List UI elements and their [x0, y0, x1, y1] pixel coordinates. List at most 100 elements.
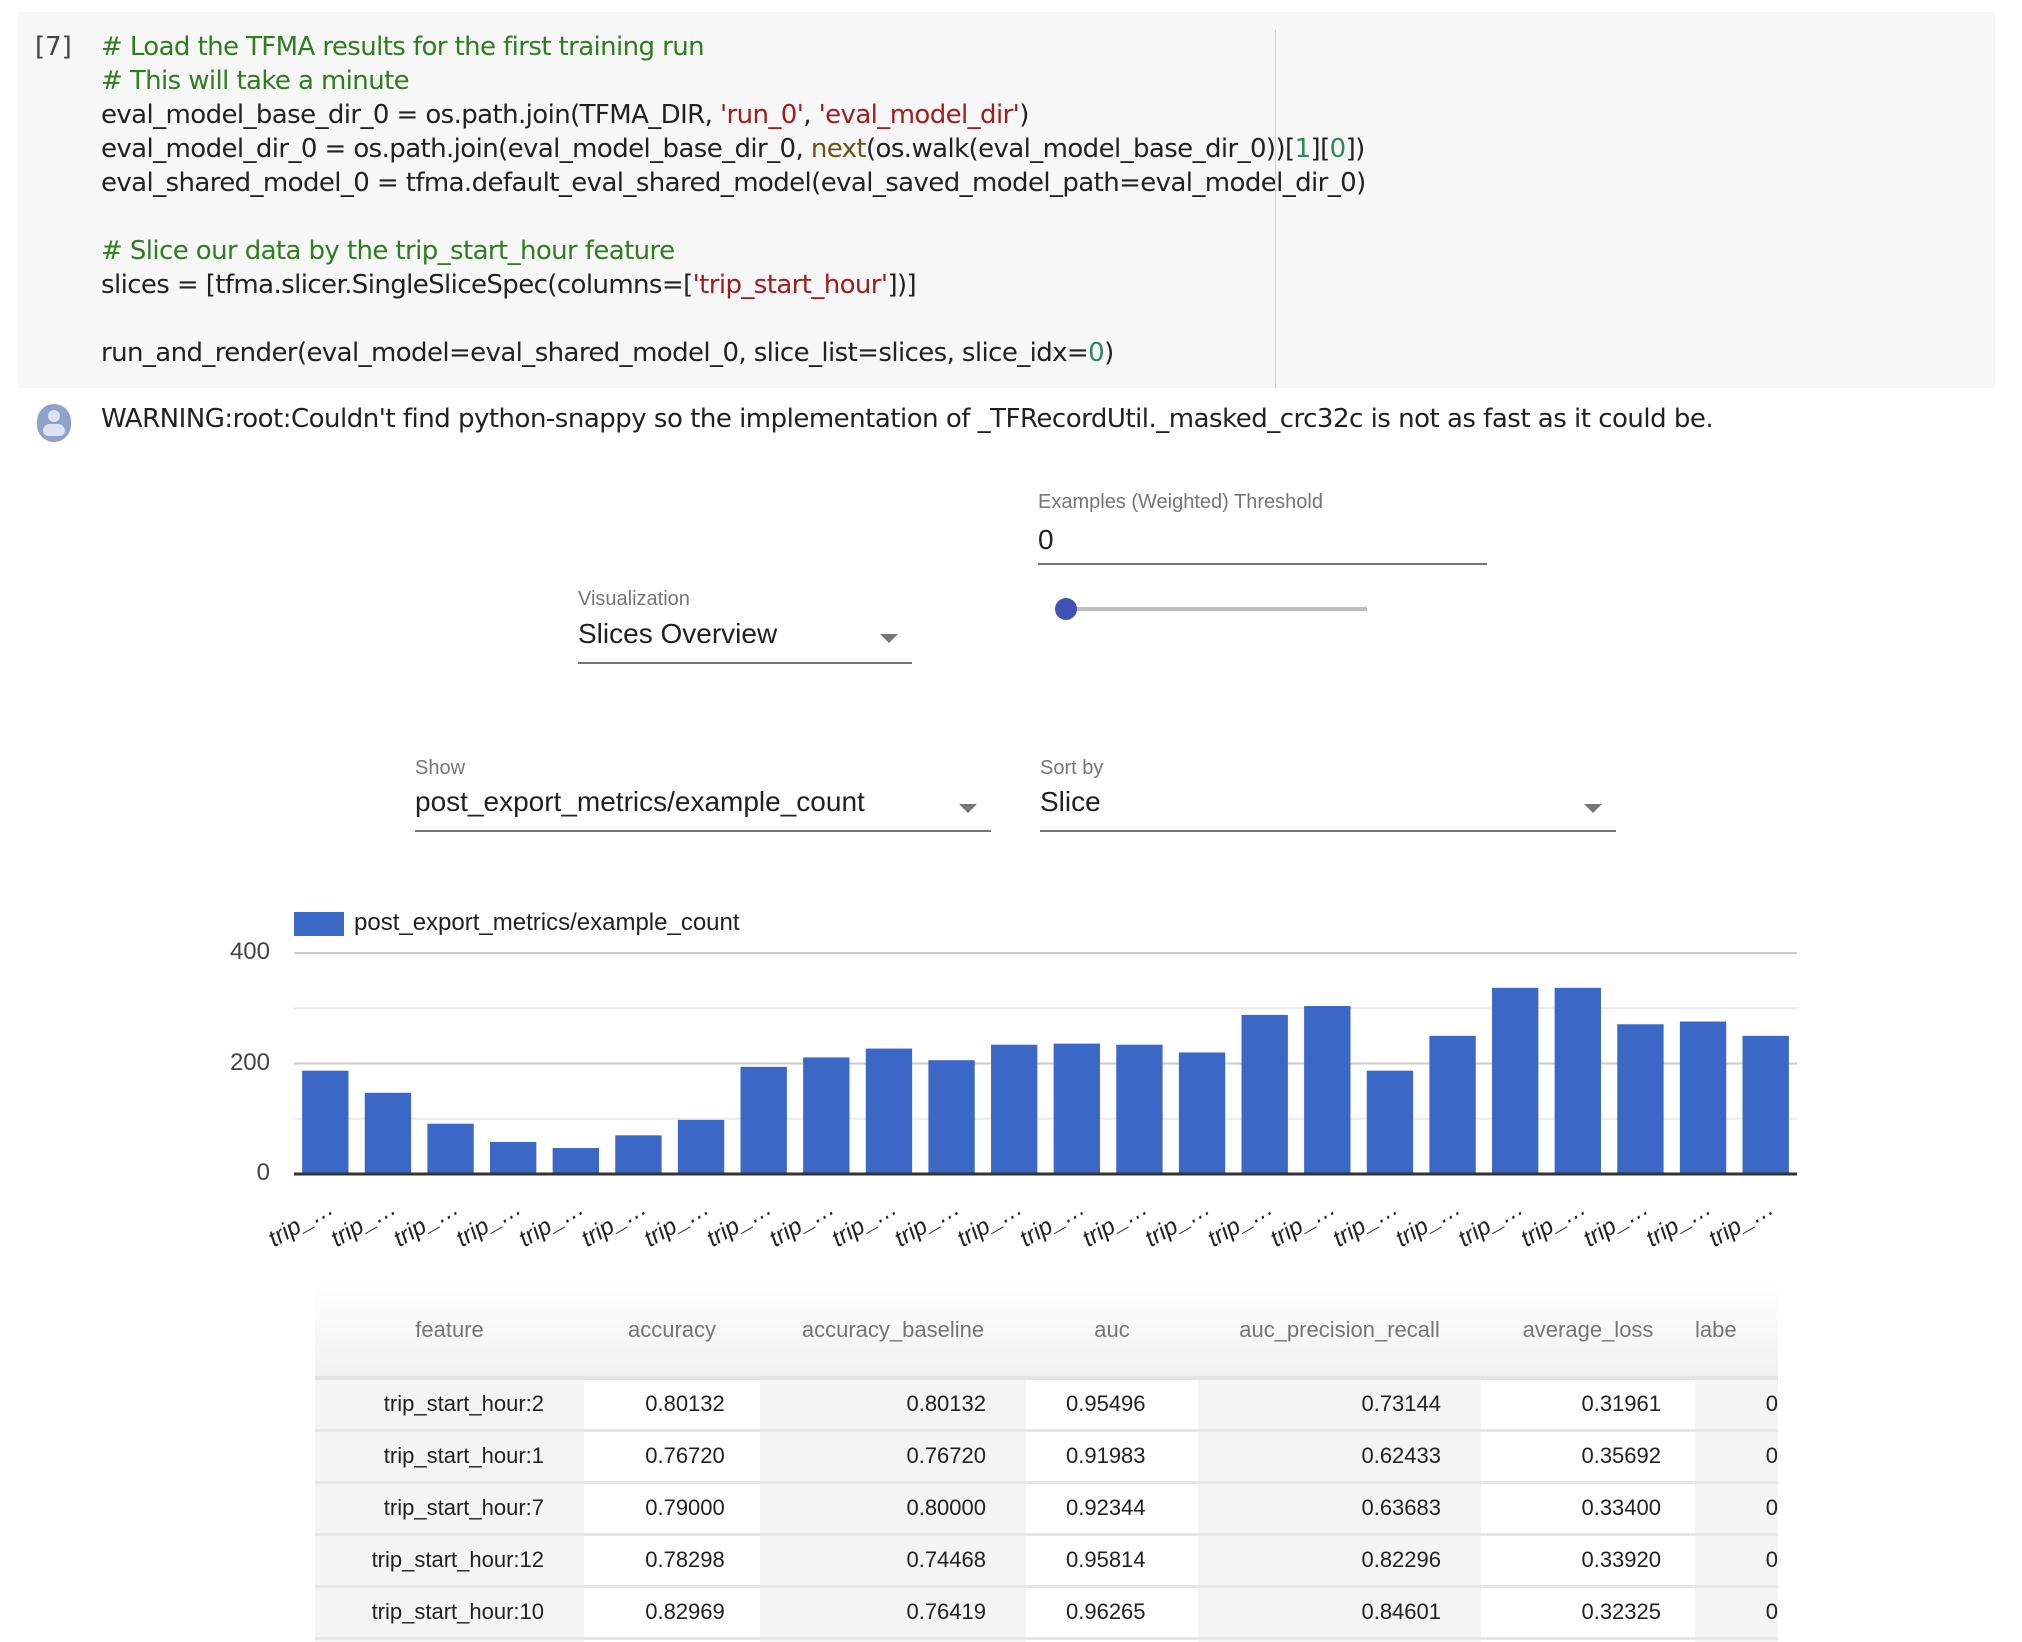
- column-header[interactable]: average_loss: [1481, 1283, 1695, 1380]
- x-tick-label: trip_…: [1516, 1194, 1591, 1253]
- visualization-value: Slices Overview: [578, 618, 778, 649]
- bar[interactable]: [615, 1135, 662, 1174]
- column-header[interactable]: accuracy_baseline: [760, 1283, 1026, 1380]
- x-tick-label: trip_…: [639, 1194, 714, 1253]
- x-tick-label: trip_…: [1015, 1194, 1090, 1253]
- show-select[interactable]: post_export_metrics/example_count: [415, 786, 991, 832]
- table-cell: trip_start_hour:1: [315, 1430, 584, 1484]
- table-cell: 0.95496: [1026, 1378, 1198, 1432]
- table-cell: 0: [1695, 1430, 1778, 1484]
- code-editor[interactable]: # Load the TFMA results for the first tr…: [101, 30, 1366, 370]
- x-tick-label: trip_…: [1140, 1194, 1215, 1253]
- bar[interactable]: [552, 1148, 599, 1174]
- table-cell: [1198, 1638, 1481, 1642]
- bar[interactable]: [1304, 1006, 1351, 1174]
- table-cell: 0.73144: [1198, 1378, 1481, 1432]
- x-tick-label: trip_…: [1453, 1194, 1528, 1253]
- table-row[interactable]: trip_start_hour:10 0.82969 0.76419 0.96265 0…: [315, 1586, 1778, 1640]
- bar[interactable]: [740, 1066, 787, 1174]
- bar[interactable]: [1241, 1014, 1288, 1174]
- bar[interactable]: [991, 1044, 1038, 1174]
- x-tick-label: trip_…: [765, 1194, 840, 1253]
- bar[interactable]: [1617, 1024, 1664, 1174]
- x-tick-label: trip_…: [1266, 1194, 1341, 1253]
- show-value: post_export_metrics/example_count: [415, 786, 865, 817]
- table-cell: 0.95814: [1026, 1534, 1198, 1588]
- table-cell: 0.31961: [1481, 1378, 1695, 1432]
- bar[interactable]: [1116, 1044, 1163, 1174]
- x-tick-label: trip_…: [577, 1194, 652, 1253]
- bar[interactable]: [1053, 1043, 1100, 1174]
- table-cell: trip_start_hour:10: [315, 1586, 584, 1640]
- threshold-input[interactable]: 0: [1038, 524, 1054, 555]
- code-token: ,: [803, 100, 819, 130]
- table-row[interactable]: [315, 1638, 1778, 1642]
- column-header[interactable]: feature: [315, 1283, 584, 1380]
- code-token: eval_model_dir_0 = os.path.join(eval_mod…: [101, 134, 811, 164]
- table-cell: [315, 1638, 584, 1642]
- bar[interactable]: [1554, 987, 1601, 1174]
- bar[interactable]: [490, 1141, 537, 1174]
- bar[interactable]: [302, 1070, 349, 1174]
- code-token: 0: [1329, 134, 1347, 164]
- visualization-label: Visualization: [578, 588, 690, 610]
- code-cell[interactable]: [18, 12, 1995, 388]
- bar[interactable]: [364, 1092, 412, 1174]
- bar[interactable]: [427, 1123, 474, 1174]
- column-header[interactable]: auc_precision_recall: [1198, 1283, 1481, 1380]
- column-header[interactable]: accuracy: [584, 1283, 760, 1380]
- table-cell: 0: [1695, 1534, 1778, 1588]
- code-token: 'eval_model_dir': [818, 100, 1020, 130]
- x-tick-label: trip_…: [1704, 1194, 1779, 1253]
- table-cell: 0: [1695, 1586, 1778, 1640]
- bar[interactable]: [865, 1048, 913, 1174]
- show-label: Show: [415, 757, 466, 779]
- table-row[interactable]: trip_start_hour:7 0.79000 0.80000 0.92344 0.…: [315, 1482, 1778, 1536]
- table-cell: 0.78298: [584, 1534, 760, 1588]
- slider-handle[interactable]: [1055, 598, 1077, 620]
- sort-by-select[interactable]: Slice: [1040, 786, 1616, 832]
- bar[interactable]: [803, 1057, 850, 1174]
- table-row[interactable]: trip_start_hour:12 0.78298 0.74468 0.95814 0…: [315, 1534, 1778, 1588]
- x-tick-label: trip_…: [1078, 1194, 1153, 1253]
- code-token: 'run_0': [719, 100, 804, 130]
- bar[interactable]: [677, 1119, 725, 1174]
- table-cell: 0.33920: [1481, 1534, 1695, 1588]
- table-cell: [760, 1638, 1026, 1642]
- table-cell: 0: [1695, 1378, 1778, 1432]
- bar[interactable]: [1679, 1021, 1727, 1174]
- code-line: slices = [tfma.slicer.SingleSliceSpec(co…: [101, 268, 1366, 302]
- table-cell: trip_start_hour:12: [315, 1534, 584, 1588]
- bar[interactable]: [1742, 1035, 1789, 1174]
- threshold-slider[interactable]: [1066, 607, 1367, 611]
- threshold-label: Examples (Weighted) Threshold: [1038, 491, 1323, 513]
- execution-count: [7]: [35, 32, 72, 62]
- threshold-underline: [1038, 563, 1487, 565]
- bar[interactable]: [1178, 1052, 1226, 1174]
- legend-swatch: [294, 912, 344, 936]
- column-header[interactable]: auc: [1026, 1283, 1198, 1380]
- column-header[interactable]: labe: [1695, 1283, 1778, 1380]
- visualization-select[interactable]: Slices Overview: [578, 618, 912, 664]
- table-cell: 0.91983: [1026, 1430, 1198, 1484]
- code-token: 1: [1294, 134, 1312, 164]
- bar[interactable]: [1429, 1035, 1476, 1174]
- table-cell: trip_start_hour:7: [315, 1482, 584, 1536]
- code-token: ])]: [887, 270, 917, 300]
- metrics-table-container[interactable]: feature accuracy accuracy_baseline auc auc_p…: [315, 1283, 1778, 1642]
- table-row[interactable]: trip_start_hour:2 0.80132 0.80132 0.95496 0.…: [315, 1378, 1778, 1432]
- table-cell: 0.62433: [1198, 1430, 1481, 1484]
- table-cell: 0.76720: [760, 1430, 1026, 1484]
- table-cell: 0.33400: [1481, 1482, 1695, 1536]
- y-tick-label: 200: [229, 1048, 270, 1076]
- table-row[interactable]: trip_start_hour:1 0.76720 0.76720 0.91983 0.…: [315, 1430, 1778, 1484]
- table-cell: 0.76419: [760, 1586, 1026, 1640]
- table-cell: 0.76720: [584, 1430, 760, 1484]
- table-cell: trip_start_hour:2: [315, 1378, 584, 1432]
- table-cell: 0.84601: [1198, 1586, 1481, 1640]
- x-tick-label: trip_…: [890, 1194, 965, 1253]
- bar[interactable]: [928, 1060, 975, 1174]
- table-cell: 0.82296: [1198, 1534, 1481, 1588]
- bar[interactable]: [1492, 987, 1539, 1174]
- bar[interactable]: [1366, 1070, 1414, 1174]
